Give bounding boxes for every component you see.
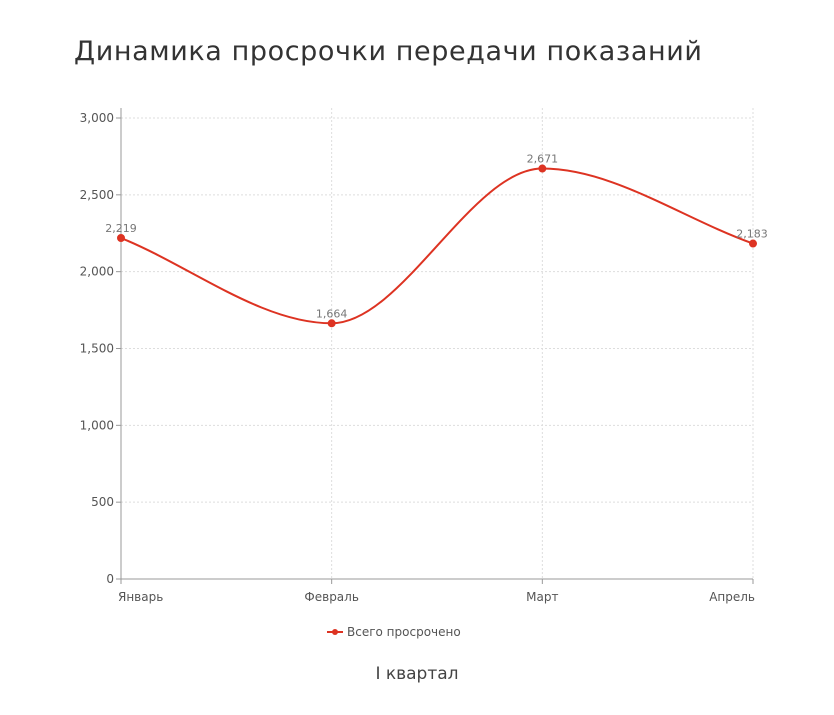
chart-title: Динамика просрочки передачи показаний — [74, 36, 703, 67]
x-tick-label: Март — [526, 590, 558, 604]
legend[interactable]: Всего просрочено — [327, 625, 461, 639]
data-label: 2,671 — [527, 153, 559, 166]
series-group: 2,219 1,664 2,671 2,183 — [105, 153, 768, 328]
data-point[interactable] — [327, 319, 336, 328]
data-label: 1,664 — [316, 307, 348, 320]
y-tick-label: 1,000 — [80, 418, 114, 432]
data-label: 2,219 — [105, 222, 137, 235]
y-tick-label: 0 — [106, 572, 114, 586]
legend-marker — [332, 629, 338, 635]
y-tick-label: 500 — [91, 495, 114, 509]
legend-label[interactable]: Всего просрочено — [347, 625, 461, 639]
chart-subtitle: I квартал — [375, 664, 459, 684]
x-tick-label: Апрель — [709, 590, 755, 604]
data-label: 2,183 — [736, 228, 768, 241]
y-tick-label: 2,000 — [80, 265, 114, 279]
x-tick-labels: Январь Февраль Март Апрель — [118, 590, 755, 604]
data-point[interactable] — [538, 164, 547, 173]
data-point[interactable] — [749, 239, 757, 248]
y-tick-label: 1,500 — [80, 342, 114, 356]
series-line — [120, 167, 754, 325]
grid-lines — [121, 108, 754, 579]
data-point[interactable] — [117, 234, 125, 243]
y-tick-labels: 0 500 1,000 1,500 2,000 2,500 3,000 — [80, 111, 114, 586]
x-tick-label: Январь — [118, 590, 163, 604]
x-tick-label: Февраль — [304, 590, 359, 604]
y-tick-label: 3,000 — [80, 111, 114, 125]
y-tick-label: 2,500 — [80, 188, 114, 202]
axes — [116, 108, 754, 584]
